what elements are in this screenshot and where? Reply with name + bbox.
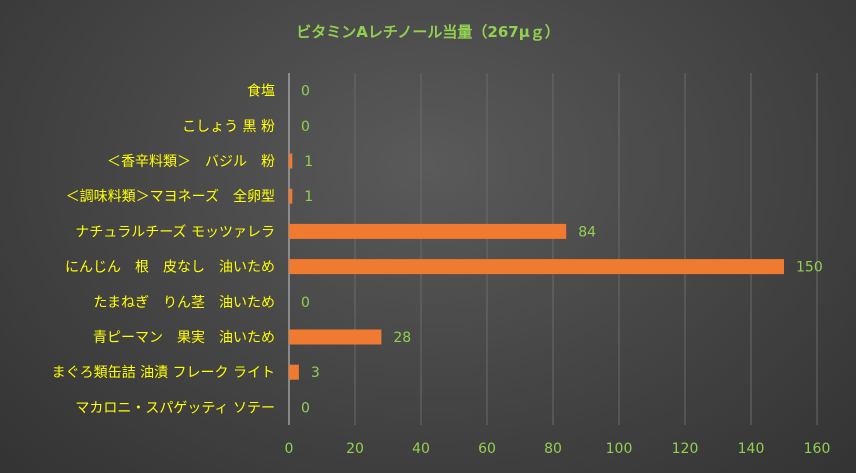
bar bbox=[289, 364, 299, 380]
category-label: たまねぎ りん茎 油いため bbox=[93, 295, 275, 311]
category-label: にんじん 根 皮なし 油いため bbox=[65, 260, 275, 276]
category-label: ＜香辛料類＞ バジル 粉 bbox=[107, 154, 275, 170]
bar bbox=[289, 329, 382, 345]
bar bbox=[289, 223, 567, 239]
x-axis-ticks: 0 20 40 60 80 100 120 140 160 bbox=[285, 441, 831, 457]
data-label: 28 bbox=[393, 330, 411, 346]
category-label: 食塩 bbox=[247, 83, 275, 100]
chart-title: ビタミンAレチノール当量（267μｇ） bbox=[296, 23, 560, 42]
data-label: 3 bbox=[311, 365, 320, 381]
x-tick-label: 20 bbox=[346, 441, 364, 457]
data-label: 0 bbox=[301, 400, 310, 416]
bar bbox=[289, 153, 293, 169]
category-label: こしょう 黒 粉 bbox=[182, 119, 275, 135]
category-label: まぐろ類缶詰 油漬 フレーク ライト bbox=[52, 365, 275, 381]
bar bbox=[289, 259, 784, 275]
category-label: マカロニ・スパゲッティ ソテー bbox=[75, 400, 275, 416]
category-label: 青ピーマン 果実 油いため bbox=[93, 330, 275, 346]
x-tick-label: 120 bbox=[672, 441, 699, 457]
data-label: 150 bbox=[796, 260, 823, 276]
data-label: 0 bbox=[301, 119, 310, 135]
data-label: 1 bbox=[304, 154, 313, 170]
data-label: 0 bbox=[301, 84, 310, 100]
x-tick-label: 60 bbox=[478, 441, 496, 457]
bar bbox=[289, 188, 293, 204]
data-labels: 0 0 1 1 84 150 0 28 3 0 bbox=[301, 84, 823, 417]
x-tick-label: 40 bbox=[412, 441, 430, 457]
x-tick-label: 0 bbox=[285, 441, 294, 457]
x-tick-label: 100 bbox=[606, 441, 633, 457]
x-tick-label: 80 bbox=[544, 441, 562, 457]
x-tick-label: 160 bbox=[804, 441, 831, 457]
category-label: ナチュラルチーズ モッツァレラ bbox=[75, 224, 275, 240]
bars bbox=[289, 153, 784, 380]
data-label: 0 bbox=[301, 295, 310, 311]
data-label: 84 bbox=[578, 224, 596, 240]
category-label: ＜調味料類＞マヨネーズ 全卵型 bbox=[66, 188, 275, 205]
gridlines bbox=[288, 73, 818, 425]
data-label: 1 bbox=[304, 189, 313, 205]
x-tick-label: 140 bbox=[738, 441, 765, 457]
